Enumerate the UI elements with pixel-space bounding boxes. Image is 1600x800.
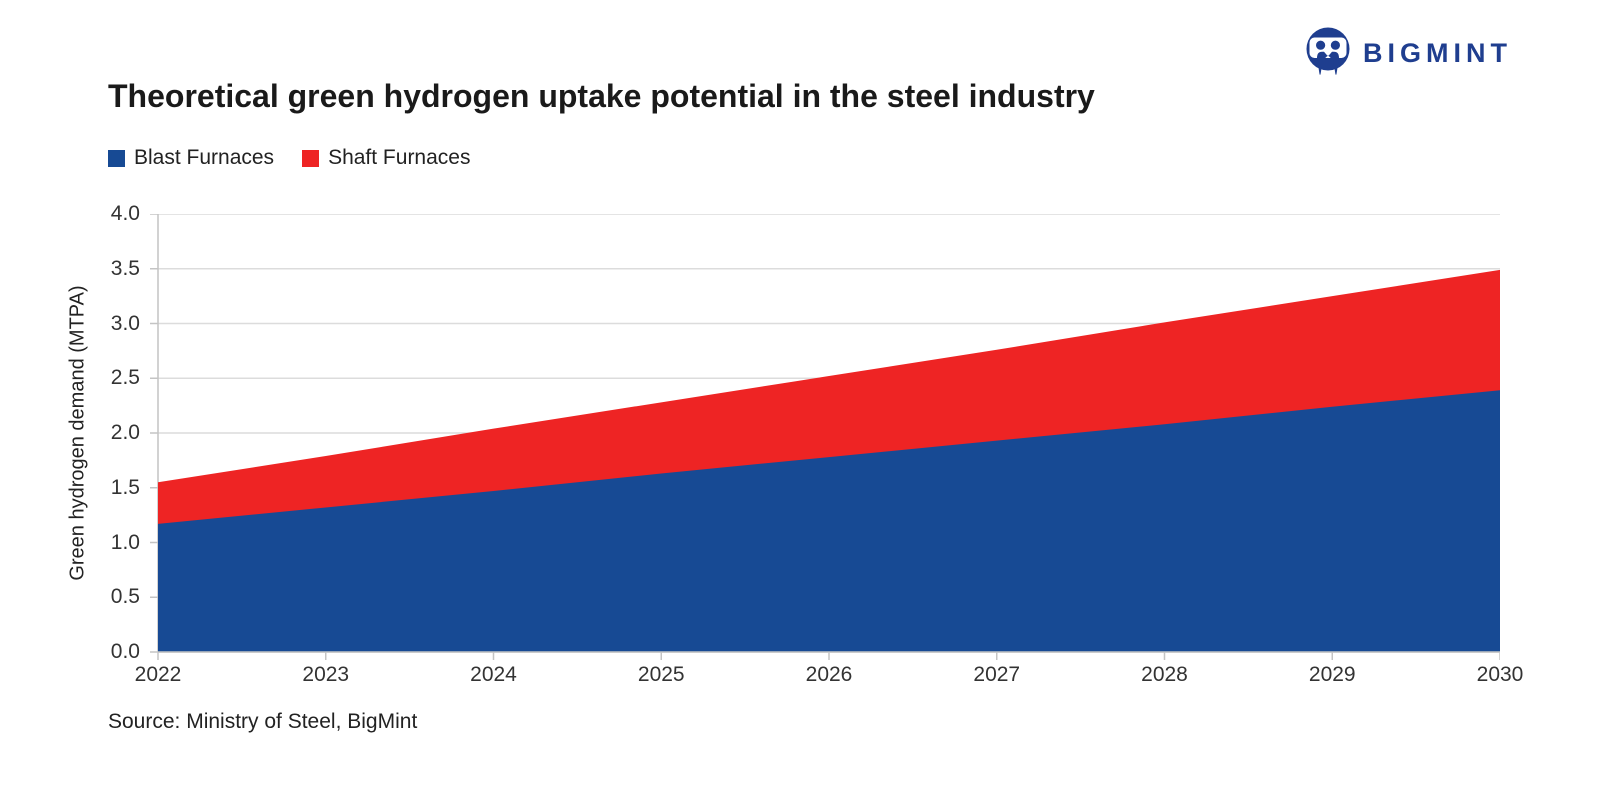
- y-tick-label: 2.0: [110, 421, 140, 444]
- legend-item-blast-furnaces: Blast Furnaces: [108, 146, 274, 170]
- legend-swatch-blast-icon: [108, 149, 125, 167]
- y-tick-label: 2.5: [110, 366, 140, 390]
- y-tick-label: 0.5: [110, 585, 140, 609]
- x-tick-label: 2030: [1476, 663, 1524, 686]
- y-tick-label: 3.0: [110, 311, 140, 335]
- bigmint-logo-text: BIGMINT: [1363, 37, 1512, 68]
- legend-label-blast: Blast Furnaces: [134, 146, 275, 169]
- x-tick-label: 2025: [637, 663, 685, 686]
- x-tick-label: 2023: [302, 663, 350, 686]
- blast-furnaces-area: [158, 390, 1500, 652]
- chart-legend: Blast Furnaces Shaft Furnaces: [108, 146, 470, 170]
- y-tick-label: 1.5: [110, 475, 140, 499]
- stacked-area-chart: [150, 214, 1500, 660]
- x-tick-label: 2028: [1141, 663, 1188, 686]
- legend-label-shaft: Shaft Furnaces: [328, 146, 471, 169]
- y-tick-label: 3.5: [110, 256, 140, 280]
- x-tick-label: 2026: [805, 663, 853, 686]
- y-tick-label: 4.0: [110, 202, 140, 225]
- legend-swatch-shaft-icon: [302, 149, 320, 167]
- y-tick-label: 1.0: [110, 530, 140, 554]
- y-tick-label: 0.0: [110, 640, 140, 663]
- x-tick-label: 2024: [470, 663, 517, 686]
- x-tick-label: 2029: [1308, 663, 1356, 686]
- x-tick-label: 2022: [134, 663, 182, 686]
- x-tick-label: 2027: [973, 663, 1021, 686]
- chart-title: Theoretical green hydrogen uptake potent…: [108, 78, 1095, 114]
- bigmint-logo: BIGMINT: [1303, 26, 1512, 80]
- bigmint-logo-icon: [1306, 27, 1350, 75]
- legend-item-shaft-furnaces: Shaft Furnaces: [302, 146, 470, 170]
- source-note: Source: Ministry of Steel, BigMint: [108, 710, 418, 733]
